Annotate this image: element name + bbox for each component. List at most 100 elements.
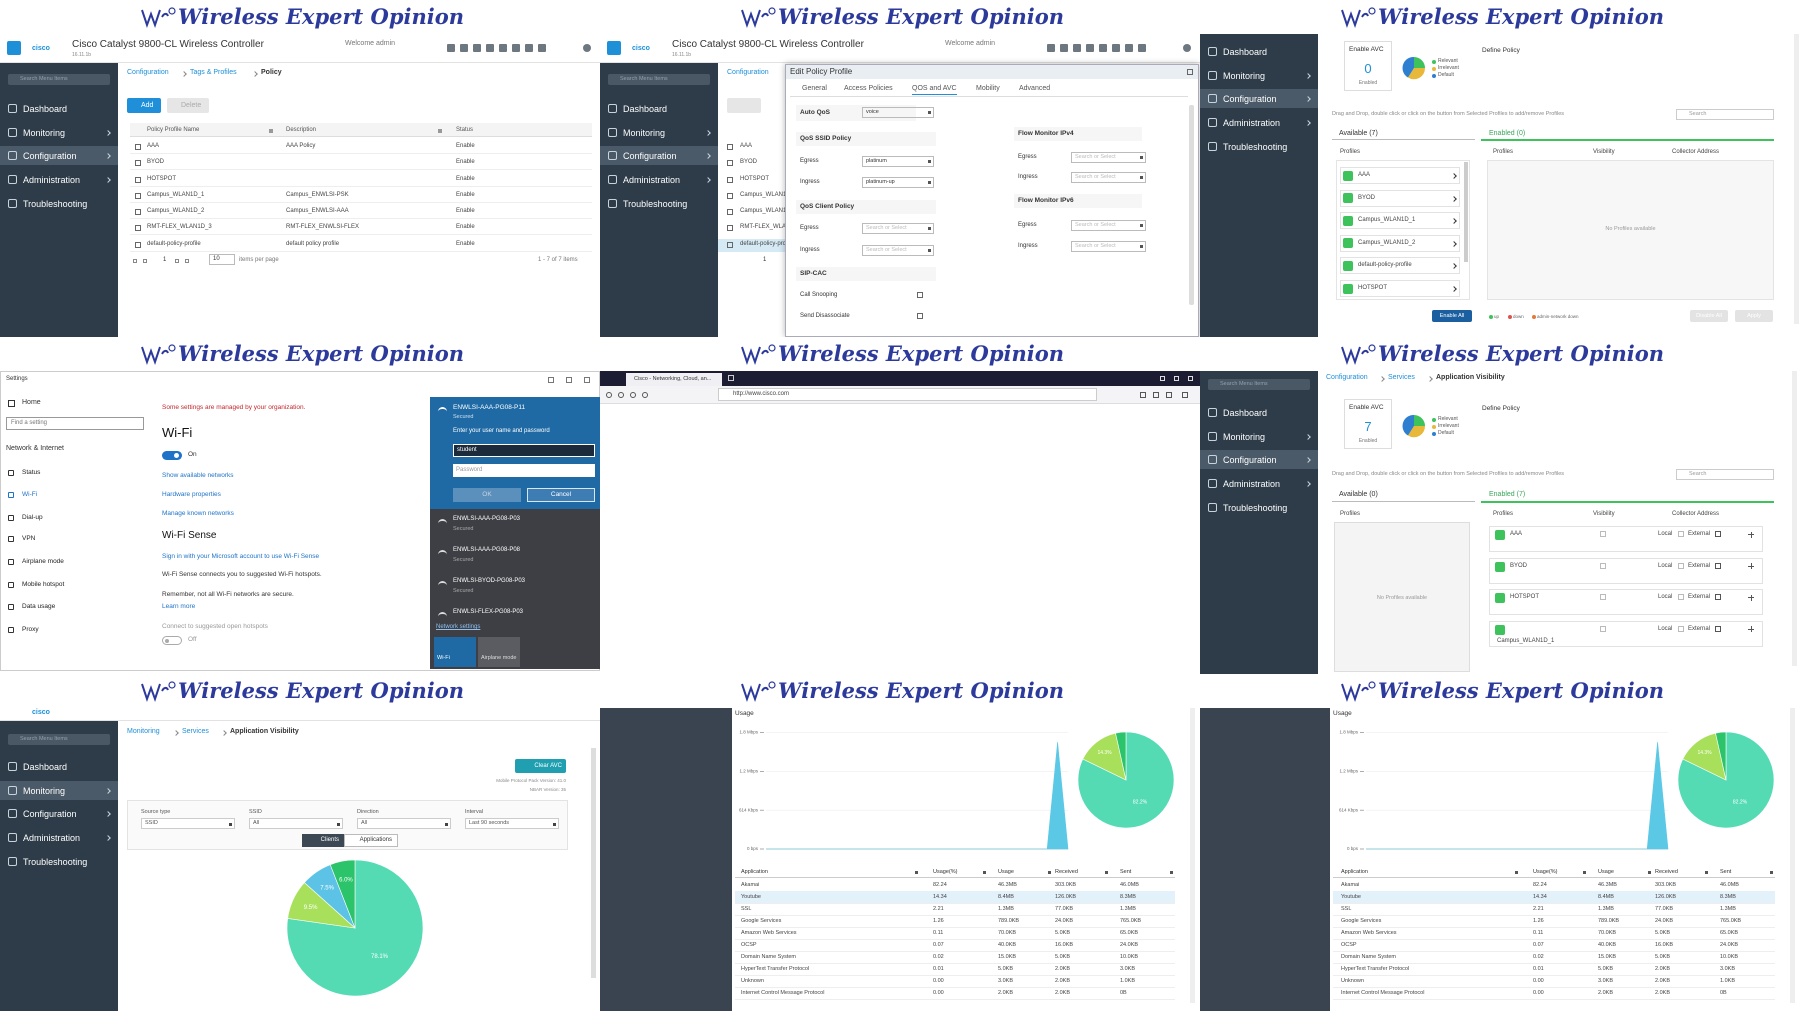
available-tab[interactable]: Available (0) — [1339, 491, 1378, 498]
menu-item[interactable]: Administration — [23, 833, 81, 844]
policy-name[interactable]: Campus_WLAN1D_1 — [740, 192, 785, 198]
checkbox[interactable] — [727, 225, 733, 231]
profile-row[interactable] — [1489, 557, 1763, 584]
settings-link[interactable]: Show available networks — [162, 472, 234, 479]
toggle-off[interactable] — [162, 636, 182, 645]
filter-select[interactable]: SSID — [141, 818, 235, 829]
external-check[interactable] — [1715, 562, 1721, 569]
visibility-check[interactable] — [1600, 562, 1606, 569]
checkbox[interactable] — [135, 144, 141, 150]
menu-item[interactable]: Configuration — [23, 809, 77, 820]
local-check[interactable] — [1678, 625, 1684, 632]
visibility-check[interactable] — [1600, 625, 1606, 632]
select-box[interactable]: Search or Select — [862, 223, 934, 234]
application-name[interactable]: Youtube — [741, 894, 761, 900]
enabled-tab[interactable]: Enabled (0) — [1489, 130, 1526, 137]
nav-item[interactable]: Proxy — [22, 626, 39, 633]
application-name[interactable]: OCSP — [741, 942, 757, 948]
password-field[interactable]: Password — [453, 464, 595, 477]
quick-tile[interactable]: Airplane mode — [478, 637, 520, 667]
menu-item[interactable]: Administration — [23, 175, 81, 186]
checkbox[interactable] — [135, 177, 141, 183]
select-box[interactable]: Search or Select — [862, 245, 934, 256]
tab[interactable]: QOS and AVC — [912, 85, 957, 95]
filter-select[interactable]: All — [357, 818, 451, 829]
menu-item[interactable]: Dashboard — [23, 762, 68, 772]
external-check[interactable] — [1715, 594, 1721, 600]
select-box[interactable]: Search or Select — [1071, 152, 1146, 163]
filter-select[interactable]: Last 90 seconds — [465, 818, 559, 829]
checkbox[interactable] — [727, 193, 733, 199]
menu-item[interactable]: Monitoring — [1223, 70, 1266, 81]
application-name[interactable]: Domain Name System — [1341, 954, 1397, 960]
menu-item[interactable]: Administration — [1223, 118, 1281, 129]
nav-item[interactable]: Dial-up — [22, 514, 43, 521]
enable-all-button[interactable]: Enable All — [1432, 310, 1472, 322]
policy-name[interactable]: HOTSPOT — [740, 176, 770, 182]
breadcrumb[interactable]: Tags & Profiles — [190, 69, 237, 76]
menu-item[interactable]: Troubleshooting — [623, 198, 688, 209]
menu-item[interactable]: Administration — [1223, 479, 1281, 490]
visibility-check[interactable] — [1600, 531, 1606, 537]
menu-item[interactable]: Troubleshooting — [1223, 502, 1288, 513]
applications-button[interactable]: Applications — [344, 834, 398, 847]
toolbar-icon[interactable] — [1086, 44, 1094, 52]
application-name[interactable]: Amazon Web Services — [741, 930, 797, 936]
per-page-select[interactable]: 10 — [209, 254, 235, 265]
toolbar-icon[interactable] — [486, 44, 494, 52]
local-check[interactable] — [1678, 562, 1684, 569]
application-name[interactable]: Akamai — [1341, 882, 1360, 888]
checkbox[interactable] — [727, 209, 733, 215]
menu-item[interactable]: Troubleshooting — [23, 198, 88, 209]
find-setting[interactable]: Find a setting — [6, 417, 144, 430]
toolbar-icon[interactable] — [538, 44, 546, 52]
policy-name[interactable]: default-policy-profile — [740, 241, 785, 247]
application-name[interactable]: Akamai — [741, 882, 760, 888]
delete-button[interactable]: Delete — [167, 98, 209, 113]
nav-item[interactable]: VPN — [22, 535, 36, 542]
policy-name[interactable]: default-policy-profile — [147, 241, 201, 247]
tab[interactable]: Mobility — [976, 85, 1000, 92]
nav-button[interactable] — [618, 392, 624, 398]
toolbar-icon[interactable] — [1112, 44, 1120, 52]
cancel-button[interactable]: Cancel — [527, 488, 595, 502]
local-check[interactable] — [1678, 531, 1684, 537]
search-box[interactable]: Search — [1676, 469, 1774, 480]
profile-row[interactable] — [1340, 280, 1460, 297]
nav-item[interactable]: Data usage — [22, 603, 56, 610]
select-box[interactable]: Search or Select — [1071, 172, 1146, 183]
application-name[interactable]: SSL — [741, 906, 752, 912]
external-check[interactable] — [1715, 531, 1721, 537]
profile-row[interactable] — [1489, 620, 1763, 647]
menu-item[interactable]: Monitoring — [23, 785, 66, 796]
menu-item[interactable]: Dashboard — [1223, 47, 1268, 57]
clients-button[interactable]: Clients — [302, 834, 344, 847]
external-check[interactable] — [1715, 625, 1721, 632]
application-name[interactable]: Internet Control Message Protocol — [1341, 990, 1425, 996]
breadcrumb[interactable]: Monitoring — [127, 728, 160, 735]
menu-item[interactable]: Configuration — [623, 151, 677, 162]
profile-row[interactable] — [1489, 589, 1763, 615]
checkbox[interactable] — [917, 292, 923, 298]
profile-row[interactable] — [1340, 257, 1460, 275]
menu-item[interactable]: Dashboard — [623, 104, 668, 114]
nav-item[interactable]: Mobile hotspot — [22, 581, 65, 588]
nav-home[interactable]: Home — [22, 399, 41, 406]
breadcrumb[interactable]: Services — [182, 728, 209, 735]
toolbar-icon[interactable] — [1047, 44, 1055, 52]
sense-signin[interactable]: Sign in with your Microsoft account to u… — [162, 553, 320, 560]
back-button[interactable] — [7, 41, 21, 55]
logout-icon[interactable] — [1183, 44, 1191, 52]
policy-name[interactable]: RMT-FLEX_WLAN1D_3 — [147, 224, 212, 230]
application-name[interactable]: HyperText Transfer Protocol — [1341, 966, 1410, 972]
profile-row[interactable] — [1340, 189, 1460, 207]
menu-item[interactable]: Monitoring — [1223, 431, 1266, 442]
nav-button[interactable] — [606, 392, 612, 398]
profile-row[interactable] — [1340, 167, 1460, 184]
menu-item[interactable]: Troubleshooting — [23, 856, 88, 867]
policy-name[interactable]: RMT-FLEX_WLAN1D_3 — [740, 224, 785, 230]
policy-name[interactable]: HOTSPOT — [147, 176, 177, 182]
toolbar-icon[interactable] — [499, 44, 507, 52]
nav-button[interactable] — [642, 392, 648, 398]
application-name[interactable]: OCSP — [1341, 942, 1357, 948]
